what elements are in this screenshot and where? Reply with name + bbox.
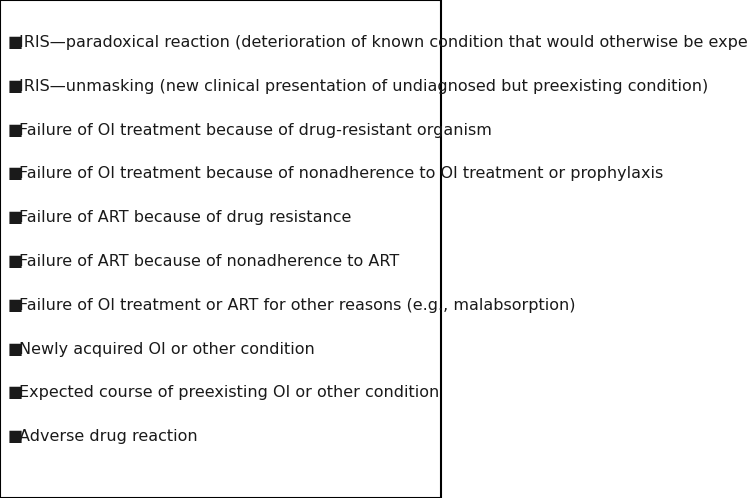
Text: Expected course of preexisting OI or other condition: Expected course of preexisting OI or oth…: [19, 385, 439, 400]
Text: Adverse drug reaction: Adverse drug reaction: [19, 429, 197, 444]
Text: IRIS—unmasking (new clinical presentation of undiagnosed but preexisting conditi: IRIS—unmasking (new clinical presentatio…: [19, 79, 708, 94]
Text: Newly acquired OI or other condition: Newly acquired OI or other condition: [19, 342, 315, 357]
Text: ■: ■: [8, 254, 23, 269]
Text: ■: ■: [8, 123, 23, 137]
Text: Failure of OI treatment because of nonadherence to OI treatment or prophylaxis: Failure of OI treatment because of nonad…: [19, 166, 663, 181]
Text: ■: ■: [8, 210, 23, 225]
Text: IRIS—paradoxical reaction (deterioration of known condition that would otherwise: IRIS—paradoxical reaction (deterioration…: [19, 35, 748, 50]
Text: ■: ■: [8, 298, 23, 313]
Text: Failure of OI treatment because of drug-resistant organism: Failure of OI treatment because of drug-…: [19, 123, 492, 137]
Text: Failure of ART because of drug resistance: Failure of ART because of drug resistanc…: [19, 210, 352, 225]
Text: ■: ■: [8, 166, 23, 181]
Text: ■: ■: [8, 342, 23, 357]
Text: ■: ■: [8, 79, 23, 94]
Text: Failure of ART because of nonadherence to ART: Failure of ART because of nonadherence t…: [19, 254, 399, 269]
Text: ■: ■: [8, 385, 23, 400]
Text: ■: ■: [8, 35, 23, 50]
Text: Failure of OI treatment or ART for other reasons (e.g., malabsorption): Failure of OI treatment or ART for other…: [19, 298, 575, 313]
Text: ■: ■: [8, 429, 23, 444]
